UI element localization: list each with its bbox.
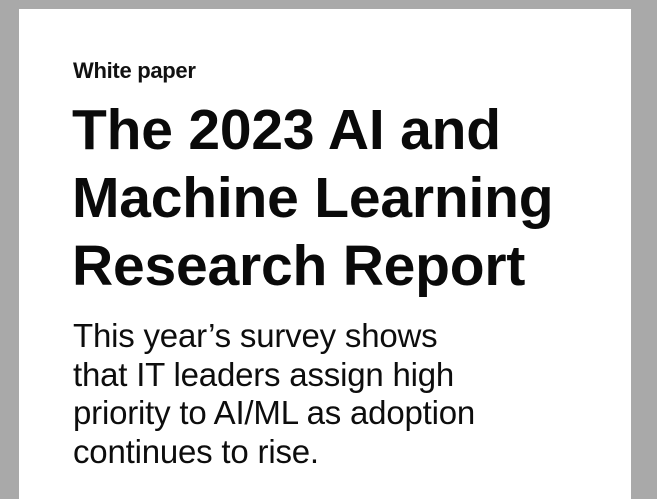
document-type-label: White paper bbox=[73, 58, 196, 83]
document-subtitle: This year’s survey shows that IT leaders… bbox=[73, 317, 475, 471]
title-line-3: Research Report bbox=[72, 234, 526, 298]
subtitle-line-2: that IT leaders assign high bbox=[73, 355, 455, 393]
subtitle-line-1: This year’s survey shows bbox=[73, 317, 438, 354]
document-title: The 2023 AI and Machine Learning Researc… bbox=[72, 96, 554, 300]
title-line-2: Machine Learning bbox=[72, 166, 554, 230]
subtitle-line-3: priority to AI/ML as adoption bbox=[73, 394, 476, 431]
subtitle-line-4: continues to rise. bbox=[73, 432, 319, 470]
document-page: White paper The 2023 AI and Machine Lear… bbox=[19, 9, 631, 499]
title-line-1: The 2023 AI and bbox=[72, 98, 501, 162]
